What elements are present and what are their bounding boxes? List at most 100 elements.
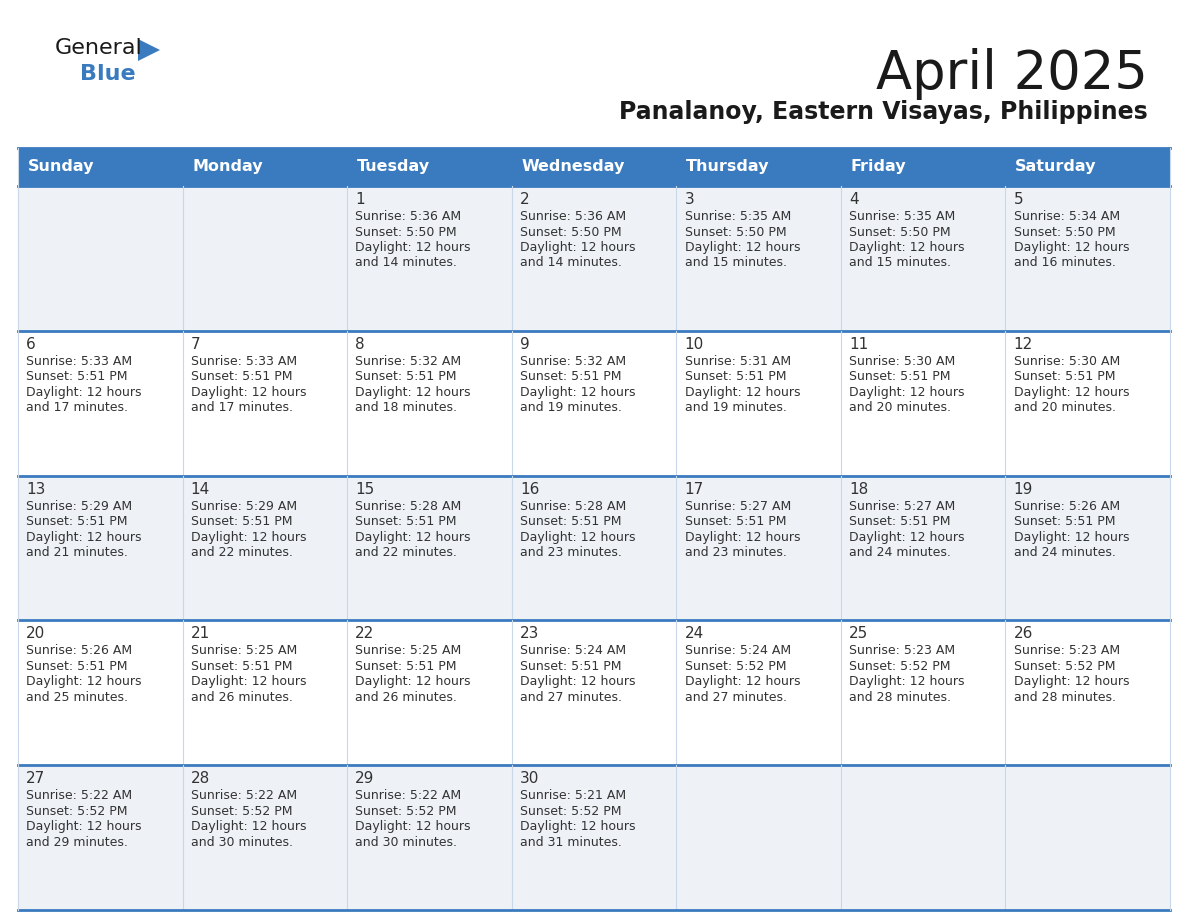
Text: and 23 minutes.: and 23 minutes. xyxy=(684,546,786,559)
Text: Sunset: 5:52 PM: Sunset: 5:52 PM xyxy=(684,660,786,673)
Bar xyxy=(18,330,1170,476)
Text: and 30 minutes.: and 30 minutes. xyxy=(355,835,457,849)
Text: Sunrise: 5:30 AM: Sunrise: 5:30 AM xyxy=(849,354,955,368)
Text: 29: 29 xyxy=(355,771,374,786)
Text: Daylight: 12 hours: Daylight: 12 hours xyxy=(849,386,965,398)
Text: and 27 minutes.: and 27 minutes. xyxy=(520,691,623,704)
Text: Sunrise: 5:25 AM: Sunrise: 5:25 AM xyxy=(355,644,462,657)
Text: Daylight: 12 hours: Daylight: 12 hours xyxy=(1013,386,1129,398)
Text: Thursday: Thursday xyxy=(687,160,770,174)
Text: Sunset: 5:51 PM: Sunset: 5:51 PM xyxy=(520,370,621,384)
Text: Sunset: 5:51 PM: Sunset: 5:51 PM xyxy=(1013,370,1116,384)
Text: 21: 21 xyxy=(191,626,210,642)
Text: and 25 minutes.: and 25 minutes. xyxy=(26,691,128,704)
Text: Daylight: 12 hours: Daylight: 12 hours xyxy=(849,676,965,688)
Text: 24: 24 xyxy=(684,626,703,642)
Text: Sunset: 5:51 PM: Sunset: 5:51 PM xyxy=(355,515,457,528)
Text: and 15 minutes.: and 15 minutes. xyxy=(684,256,786,270)
Text: Sunset: 5:51 PM: Sunset: 5:51 PM xyxy=(1013,515,1116,528)
Text: Daylight: 12 hours: Daylight: 12 hours xyxy=(1013,531,1129,543)
Text: and 20 minutes.: and 20 minutes. xyxy=(1013,401,1116,414)
Text: Daylight: 12 hours: Daylight: 12 hours xyxy=(520,241,636,254)
Text: Daylight: 12 hours: Daylight: 12 hours xyxy=(26,820,141,834)
Text: Daylight: 12 hours: Daylight: 12 hours xyxy=(26,531,141,543)
Text: Sunrise: 5:35 AM: Sunrise: 5:35 AM xyxy=(849,210,955,223)
Text: Monday: Monday xyxy=(192,160,263,174)
Text: and 16 minutes.: and 16 minutes. xyxy=(1013,256,1116,270)
Text: Sunrise: 5:29 AM: Sunrise: 5:29 AM xyxy=(26,499,132,512)
Text: and 31 minutes.: and 31 minutes. xyxy=(520,835,621,849)
Text: Sunset: 5:50 PM: Sunset: 5:50 PM xyxy=(1013,226,1116,239)
Text: and 24 minutes.: and 24 minutes. xyxy=(1013,546,1116,559)
Text: Daylight: 12 hours: Daylight: 12 hours xyxy=(849,531,965,543)
Text: Daylight: 12 hours: Daylight: 12 hours xyxy=(191,676,307,688)
Text: Sunrise: 5:27 AM: Sunrise: 5:27 AM xyxy=(684,499,791,512)
Text: Sunset: 5:51 PM: Sunset: 5:51 PM xyxy=(849,370,950,384)
Text: and 19 minutes.: and 19 minutes. xyxy=(684,401,786,414)
Text: and 26 minutes.: and 26 minutes. xyxy=(355,691,457,704)
Text: Sunset: 5:51 PM: Sunset: 5:51 PM xyxy=(684,515,786,528)
Bar xyxy=(18,621,1170,766)
Text: Daylight: 12 hours: Daylight: 12 hours xyxy=(520,820,636,834)
Text: Sunset: 5:50 PM: Sunset: 5:50 PM xyxy=(849,226,950,239)
Bar xyxy=(18,766,1170,910)
Text: 5: 5 xyxy=(1013,192,1023,207)
Text: Sunset: 5:51 PM: Sunset: 5:51 PM xyxy=(355,370,457,384)
Text: and 30 minutes.: and 30 minutes. xyxy=(191,835,292,849)
Text: Sunset: 5:52 PM: Sunset: 5:52 PM xyxy=(191,805,292,818)
Text: and 27 minutes.: and 27 minutes. xyxy=(684,691,786,704)
Text: Daylight: 12 hours: Daylight: 12 hours xyxy=(1013,676,1129,688)
Text: Daylight: 12 hours: Daylight: 12 hours xyxy=(355,676,470,688)
Text: and 22 minutes.: and 22 minutes. xyxy=(355,546,457,559)
Text: 17: 17 xyxy=(684,482,703,497)
Text: Sunset: 5:51 PM: Sunset: 5:51 PM xyxy=(191,515,292,528)
Text: Daylight: 12 hours: Daylight: 12 hours xyxy=(355,241,470,254)
Text: Saturday: Saturday xyxy=(1016,160,1097,174)
Text: and 21 minutes.: and 21 minutes. xyxy=(26,546,128,559)
Bar xyxy=(18,186,1170,330)
Text: Sunrise: 5:26 AM: Sunrise: 5:26 AM xyxy=(1013,499,1120,512)
Text: 13: 13 xyxy=(26,482,45,497)
Text: Tuesday: Tuesday xyxy=(358,160,430,174)
Text: 16: 16 xyxy=(520,482,539,497)
Text: General: General xyxy=(55,38,143,58)
Text: 2: 2 xyxy=(520,192,530,207)
Text: 19: 19 xyxy=(1013,482,1034,497)
Text: 4: 4 xyxy=(849,192,859,207)
Text: Daylight: 12 hours: Daylight: 12 hours xyxy=(26,386,141,398)
Text: Sunrise: 5:29 AM: Sunrise: 5:29 AM xyxy=(191,499,297,512)
Text: Sunrise: 5:32 AM: Sunrise: 5:32 AM xyxy=(355,354,461,368)
Text: 6: 6 xyxy=(26,337,36,352)
Text: Wednesday: Wednesday xyxy=(522,160,625,174)
Bar xyxy=(18,148,1170,186)
Text: Sunrise: 5:28 AM: Sunrise: 5:28 AM xyxy=(355,499,462,512)
Text: Daylight: 12 hours: Daylight: 12 hours xyxy=(191,531,307,543)
Text: Sunrise: 5:22 AM: Sunrise: 5:22 AM xyxy=(26,789,132,802)
Text: and 20 minutes.: and 20 minutes. xyxy=(849,401,952,414)
Text: Sunrise: 5:36 AM: Sunrise: 5:36 AM xyxy=(355,210,461,223)
Text: Sunset: 5:51 PM: Sunset: 5:51 PM xyxy=(355,660,457,673)
Text: Daylight: 12 hours: Daylight: 12 hours xyxy=(520,531,636,543)
Text: Sunrise: 5:35 AM: Sunrise: 5:35 AM xyxy=(684,210,791,223)
Text: 26: 26 xyxy=(1013,626,1034,642)
Text: Daylight: 12 hours: Daylight: 12 hours xyxy=(355,820,470,834)
Text: Sunrise: 5:33 AM: Sunrise: 5:33 AM xyxy=(26,354,132,368)
Text: and 24 minutes.: and 24 minutes. xyxy=(849,546,950,559)
Text: Sunrise: 5:24 AM: Sunrise: 5:24 AM xyxy=(520,644,626,657)
Text: and 28 minutes.: and 28 minutes. xyxy=(849,691,952,704)
Text: Daylight: 12 hours: Daylight: 12 hours xyxy=(191,820,307,834)
Text: 7: 7 xyxy=(191,337,201,352)
Text: Sunset: 5:52 PM: Sunset: 5:52 PM xyxy=(26,805,128,818)
Text: and 19 minutes.: and 19 minutes. xyxy=(520,401,621,414)
Text: Daylight: 12 hours: Daylight: 12 hours xyxy=(1013,241,1129,254)
Text: Sunset: 5:51 PM: Sunset: 5:51 PM xyxy=(191,370,292,384)
Text: and 26 minutes.: and 26 minutes. xyxy=(191,691,292,704)
Text: 27: 27 xyxy=(26,771,45,786)
Text: 12: 12 xyxy=(1013,337,1032,352)
Text: Sunrise: 5:23 AM: Sunrise: 5:23 AM xyxy=(849,644,955,657)
Bar xyxy=(18,476,1170,621)
Text: Panalanoy, Eastern Visayas, Philippines: Panalanoy, Eastern Visayas, Philippines xyxy=(619,100,1148,124)
Text: Sunrise: 5:24 AM: Sunrise: 5:24 AM xyxy=(684,644,791,657)
Text: Daylight: 12 hours: Daylight: 12 hours xyxy=(355,531,470,543)
Text: and 17 minutes.: and 17 minutes. xyxy=(26,401,128,414)
